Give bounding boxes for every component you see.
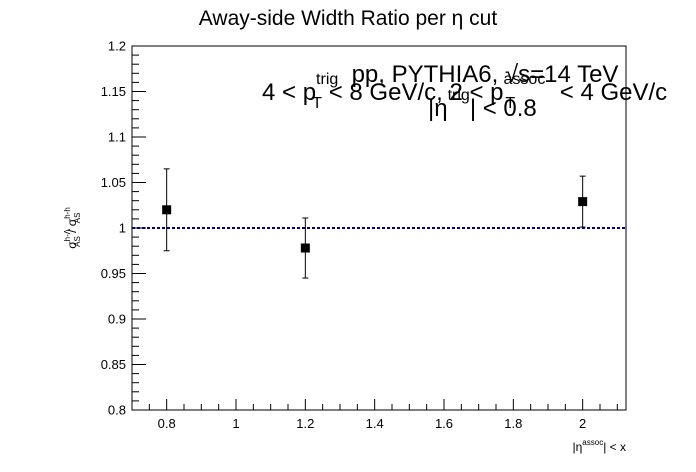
- x-tick-label: 1.4: [366, 416, 384, 431]
- y-tick-label: 0.95: [101, 266, 126, 281]
- chart-title: Away-side Width Ratio per η cut: [199, 7, 498, 30]
- x-tick-label: 1.2: [296, 416, 314, 431]
- y-tick-label: 1.05: [101, 175, 126, 190]
- annotations: pp, PYTHIA6, √s=14 TeV 4 < ptrig T < 8 Ge…: [262, 61, 667, 122]
- x-tick-label: 2: [579, 416, 586, 431]
- data-point: [300, 243, 310, 253]
- y-tick-label: 1.15: [101, 84, 126, 99]
- y-tick-label: 1: [119, 221, 126, 236]
- y-tick-label: 1.2: [108, 39, 126, 54]
- annotation-line1: pp, PYTHIA6, √s=14 TeV: [352, 61, 619, 88]
- y-tick-label: 0.9: [108, 312, 126, 327]
- x-axis: 0.8 1 1.2 1.4 1.6 1.8 2: [131, 399, 618, 431]
- x-axis-label: |ηassoc| < x: [573, 438, 627, 454]
- data-series: [162, 168, 588, 279]
- y-axis-label: σh-ΛAS / σh-hAS: [63, 207, 82, 249]
- y-tick-label: 1.1: [108, 130, 126, 145]
- x-tick-label: 0.8: [158, 416, 176, 431]
- y-tick-label: 0.85: [101, 357, 126, 372]
- y-axis: 0.8 0.85 0.9 0.95 1 1.05 1.1 1.15 1.2: [101, 39, 146, 418]
- x-tick-label: 1.8: [504, 416, 522, 431]
- x-tick-label: 1.6: [435, 416, 453, 431]
- data-point: [162, 205, 172, 215]
- x-tick-label: 1: [232, 416, 239, 431]
- data-point: [578, 197, 588, 207]
- y-tick-label: 0.8: [108, 403, 126, 418]
